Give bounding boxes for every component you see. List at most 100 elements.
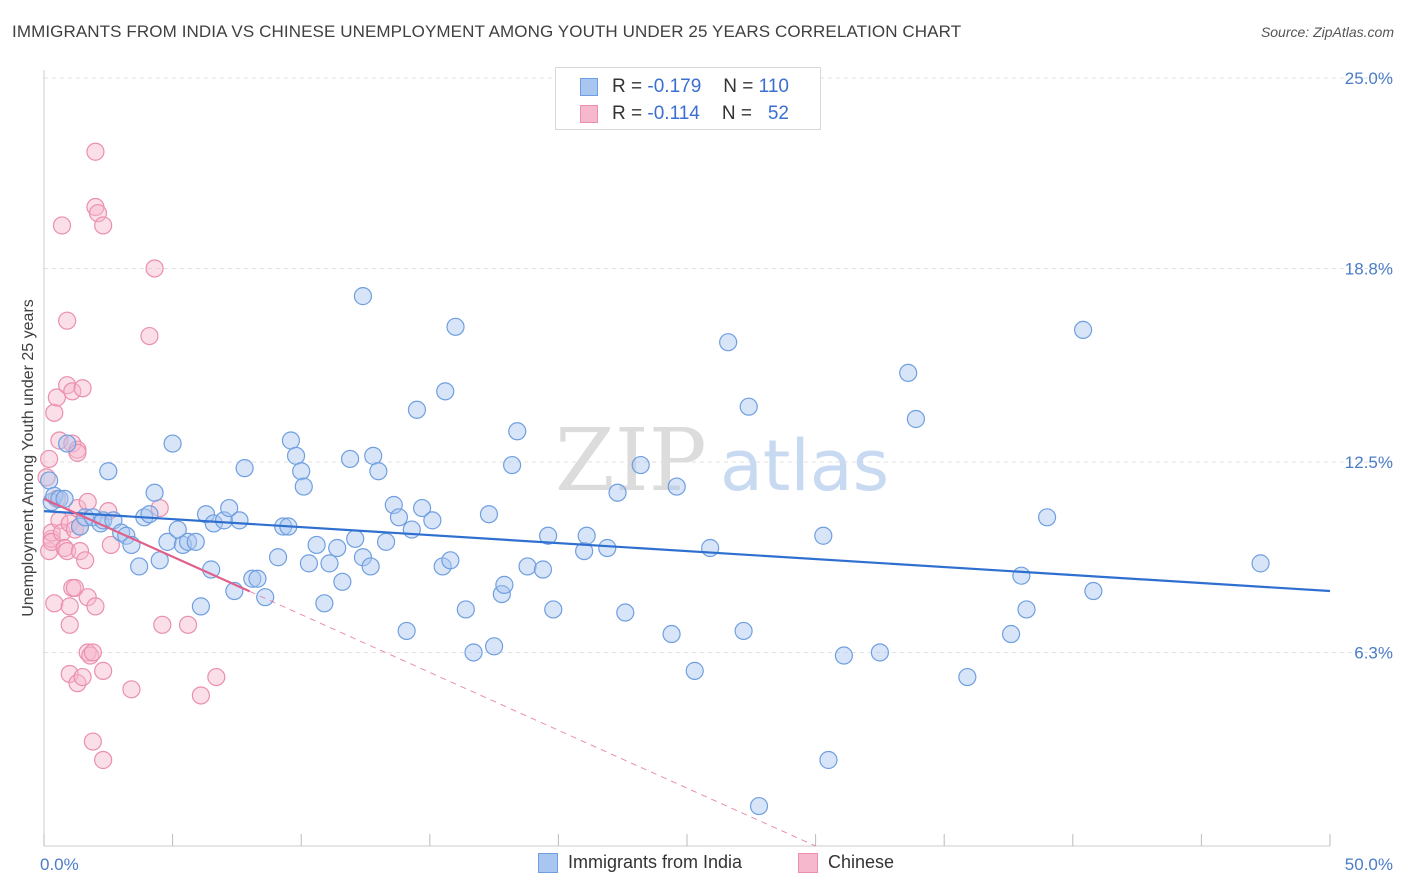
india-point bbox=[508, 422, 527, 441]
india-point bbox=[616, 603, 635, 622]
y-tick-label: 25.0% bbox=[1345, 69, 1393, 88]
legend-n-value-chinese: 52 bbox=[767, 103, 789, 124]
chinese-point bbox=[94, 216, 113, 235]
legend-swatch-chinese bbox=[580, 105, 598, 123]
india-point bbox=[906, 409, 926, 429]
series-india bbox=[40, 287, 1270, 816]
chinese-point bbox=[68, 443, 87, 462]
legend-row-india: R = -0.179 N = 110 bbox=[580, 74, 789, 100]
india-point bbox=[575, 541, 594, 561]
chinese-point bbox=[78, 643, 97, 662]
india-point bbox=[333, 572, 352, 591]
india-point bbox=[870, 643, 890, 662]
chinese-point bbox=[78, 492, 97, 512]
india-point bbox=[533, 560, 553, 579]
india-point bbox=[315, 594, 334, 613]
india-point bbox=[495, 575, 514, 594]
chinese-point bbox=[58, 311, 77, 330]
chinese-trend-line-extension bbox=[249, 590, 816, 847]
bottom-legend-chinese[interactable]: Chinese bbox=[798, 852, 894, 873]
chinese-point bbox=[94, 661, 113, 680]
india-point bbox=[734, 621, 753, 641]
y-axis-label: Unemployment Among Youth under 25 years bbox=[20, 299, 37, 617]
y-tick-label: 12.5% bbox=[1345, 453, 1393, 472]
y-tick-labels: 6.3% 12.5% 18.8% 25.0% bbox=[1345, 69, 1393, 662]
chinese-point bbox=[153, 615, 172, 634]
watermark-zip: ZIP bbox=[555, 411, 707, 511]
india-point bbox=[1084, 581, 1103, 601]
chinese-point bbox=[86, 597, 105, 616]
india-trend-line bbox=[43, 510, 1331, 593]
india-point bbox=[191, 597, 210, 616]
india-point bbox=[268, 548, 288, 567]
watermark: ZIP atlas bbox=[555, 411, 889, 511]
source-label: Source: ZipAtlas.com bbox=[1260, 24, 1394, 40]
india-point bbox=[446, 317, 465, 336]
chinese-point bbox=[70, 541, 90, 561]
india-point bbox=[397, 621, 416, 641]
india-point bbox=[353, 287, 373, 306]
india-point bbox=[1001, 624, 1021, 644]
india-point bbox=[719, 333, 738, 352]
india-point bbox=[1251, 554, 1270, 573]
india-point bbox=[1073, 320, 1093, 340]
y-tick-label: 18.8% bbox=[1345, 259, 1393, 278]
india-point bbox=[749, 796, 769, 816]
bottom-legend-india[interactable]: Immigrants from India bbox=[538, 852, 742, 873]
chinese-point bbox=[83, 643, 102, 662]
india-point bbox=[369, 462, 388, 481]
x-tick-label-min: 0.0% bbox=[40, 855, 79, 874]
india-point bbox=[834, 646, 853, 665]
legend-swatch-india bbox=[580, 78, 598, 96]
india-point bbox=[436, 382, 455, 401]
india-point bbox=[196, 505, 216, 524]
chinese-point bbox=[37, 468, 56, 487]
chinese-point bbox=[58, 541, 77, 561]
chinese-point bbox=[207, 667, 226, 687]
bottom-legend-label-india: Immigrants from India bbox=[568, 852, 743, 872]
india-point bbox=[479, 505, 499, 524]
legend-n-label-india: N = bbox=[723, 76, 754, 97]
india-point bbox=[286, 446, 306, 465]
india-point bbox=[464, 643, 483, 662]
y-tick-label: 6.3% bbox=[1354, 643, 1393, 662]
india-point bbox=[40, 471, 59, 490]
chinese-point bbox=[101, 535, 120, 555]
india-point bbox=[145, 483, 164, 502]
chinese-point bbox=[63, 382, 82, 401]
india-point bbox=[353, 548, 373, 567]
series-chinese bbox=[37, 142, 226, 770]
india-point bbox=[577, 526, 596, 545]
legend-n-label-chinese: N = bbox=[721, 103, 752, 124]
chinese-point bbox=[73, 379, 92, 398]
chinese-point bbox=[83, 732, 102, 751]
india-point bbox=[230, 511, 249, 530]
india-point bbox=[294, 477, 313, 496]
india-point bbox=[320, 554, 339, 573]
india-point bbox=[539, 526, 558, 545]
chinese-point bbox=[52, 216, 72, 235]
chinese-point bbox=[47, 388, 66, 407]
chinese-point bbox=[55, 538, 74, 558]
chinese-point bbox=[60, 615, 79, 634]
india-point bbox=[202, 560, 221, 579]
chinese-point bbox=[76, 551, 95, 570]
india-point bbox=[441, 551, 460, 570]
india-point bbox=[518, 557, 537, 576]
india-point bbox=[456, 600, 475, 619]
india-point bbox=[220, 498, 239, 518]
x-ticks bbox=[43, 834, 1331, 846]
bottom-legend-swatch-chinese bbox=[798, 852, 818, 873]
india-point bbox=[958, 667, 977, 687]
chinese-point bbox=[145, 259, 164, 278]
india-point bbox=[662, 624, 681, 644]
watermark-atlas: atlas bbox=[720, 425, 889, 507]
india-point bbox=[814, 526, 833, 545]
india-point bbox=[307, 535, 326, 555]
india-point bbox=[204, 514, 223, 533]
legend-r-label-chinese: R = bbox=[612, 103, 643, 124]
chinese-point bbox=[86, 142, 105, 161]
india-point bbox=[99, 462, 118, 481]
india-point bbox=[667, 477, 686, 496]
